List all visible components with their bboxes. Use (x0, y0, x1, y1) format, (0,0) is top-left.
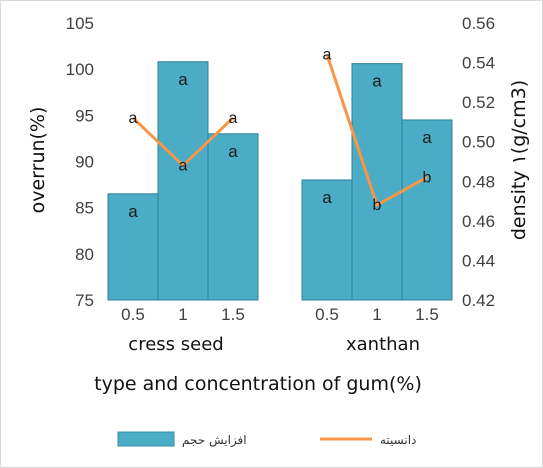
legend-bar-label: افزایش حجم (182, 433, 247, 448)
line-significance-letter: a (229, 110, 238, 127)
x-tick-label: 0.5 (315, 305, 339, 324)
bar-significance-letter: a (128, 202, 138, 221)
y2-tick-label: 0.52 (462, 93, 495, 112)
line-significance-letter: a (179, 157, 188, 174)
legend-bar-swatch (117, 431, 175, 447)
x-axis-ticks: 0.5 1 1.5 0.5 1 1.5 (121, 305, 439, 324)
x-tick-label: 1 (372, 305, 381, 324)
bar-significance-letter: a (422, 128, 432, 147)
y2-tick-label: 0.46 (462, 212, 495, 231)
y2-tick-label: 0.42 (462, 291, 495, 310)
bar-significance-letter: a (178, 70, 188, 89)
y2-tick-label: 0.44 (462, 251, 495, 270)
bar-significance-letter: a (228, 142, 238, 161)
overrun-bar (301, 179, 353, 301)
overrun-bar (107, 193, 159, 301)
legend-line-label: دانسیته (380, 433, 416, 447)
x-tick-label: 0.5 (121, 305, 145, 324)
x-axis-title: type and concentration of gum(%) (94, 373, 422, 395)
overrun-bar (351, 63, 403, 301)
overrun-bar (401, 119, 453, 301)
y-tick-label: 95 (75, 106, 94, 125)
y-tick-label: 90 (75, 153, 94, 172)
y2-axis-title: density ۱(g/cm3) (508, 80, 530, 240)
right-axis-ticks: 0.42 0.44 0.46 0.48 0.50 0.52 0.54 0.56 (462, 14, 495, 310)
y-tick-label: 80 (75, 245, 94, 264)
density-line (325, 54, 428, 207)
line-significance-letter: a (129, 110, 138, 127)
legend: افزایش حجم دانسیته (117, 431, 416, 448)
y2-tick-label: 0.54 (462, 54, 495, 73)
y-tick-label: 75 (75, 291, 94, 310)
x-tick-label: 1.5 (221, 305, 245, 324)
x-tick-label: 1 (178, 305, 187, 324)
y-axis-title: overrun(%) (27, 107, 49, 214)
y-tick-label: 85 (75, 199, 94, 218)
overrun-bar (157, 61, 209, 301)
group-label: xanthan (346, 334, 420, 355)
left-axis-ticks: 75 80 85 90 95 100 105 (66, 14, 94, 310)
bar-significance-letter: a (322, 188, 332, 207)
y2-tick-label: 0.50 (462, 133, 495, 152)
y-tick-label: 100 (66, 60, 94, 79)
x-group-labels: cress seed xanthan (128, 334, 420, 355)
x-tick-label: 1.5 (415, 305, 439, 324)
overrun-bar (207, 133, 259, 301)
y2-tick-label: 0.56 (462, 14, 495, 33)
group-label: cress seed (128, 334, 223, 355)
bar-significance-letter: a (372, 72, 382, 91)
line-significance-letter: b (423, 169, 432, 186)
line-significance-letter: b (373, 197, 382, 214)
density-line (131, 116, 235, 167)
y-tick-label: 105 (66, 14, 94, 33)
line-significance-letter: a (323, 47, 332, 64)
y2-tick-label: 0.48 (462, 172, 495, 191)
